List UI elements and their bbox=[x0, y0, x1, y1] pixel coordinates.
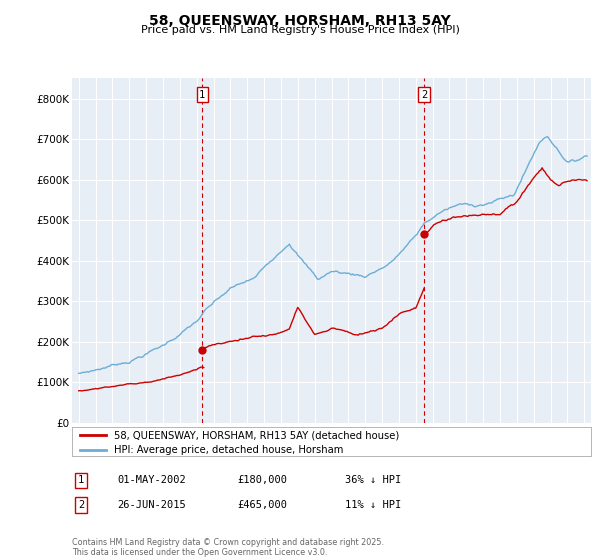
Text: £180,000: £180,000 bbox=[237, 475, 287, 486]
Text: HPI: Average price, detached house, Horsham: HPI: Average price, detached house, Hors… bbox=[113, 445, 343, 455]
Text: Contains HM Land Registry data © Crown copyright and database right 2025.
This d: Contains HM Land Registry data © Crown c… bbox=[72, 538, 384, 557]
Text: 26-JUN-2015: 26-JUN-2015 bbox=[117, 500, 186, 510]
Text: 36% ↓ HPI: 36% ↓ HPI bbox=[345, 475, 401, 486]
Text: 2: 2 bbox=[78, 500, 84, 510]
Text: 01-MAY-2002: 01-MAY-2002 bbox=[117, 475, 186, 486]
Text: 58, QUEENSWAY, HORSHAM, RH13 5AY: 58, QUEENSWAY, HORSHAM, RH13 5AY bbox=[149, 14, 451, 28]
Text: 11% ↓ HPI: 11% ↓ HPI bbox=[345, 500, 401, 510]
Text: 2: 2 bbox=[421, 90, 427, 100]
Text: 1: 1 bbox=[199, 90, 205, 100]
Text: 1: 1 bbox=[78, 475, 84, 486]
Text: Price paid vs. HM Land Registry's House Price Index (HPI): Price paid vs. HM Land Registry's House … bbox=[140, 25, 460, 35]
Text: 58, QUEENSWAY, HORSHAM, RH13 5AY (detached house): 58, QUEENSWAY, HORSHAM, RH13 5AY (detach… bbox=[113, 430, 399, 440]
Text: £465,000: £465,000 bbox=[237, 500, 287, 510]
